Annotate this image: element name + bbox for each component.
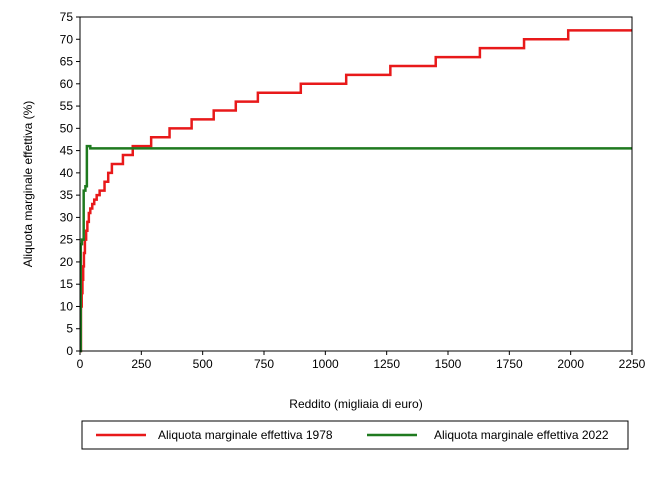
y-tick-label: 55 [60,99,74,113]
series-line-1978 [79,29,632,353]
y-tick-label: 45 [60,144,74,158]
x-tick-label: 1000 [312,357,339,371]
y-tick-label: 60 [60,77,74,91]
x-tick-label: 1750 [496,357,523,371]
x-axis-title: Reddito (migliaia di euro) [289,397,422,411]
x-tick-label: 500 [193,357,213,371]
y-tick-label: 65 [60,55,74,69]
y-tick-label: 50 [60,121,74,135]
y-tick-label: 70 [60,32,74,46]
y-tick-label: 5 [66,322,73,336]
series-line-2022 [79,144,632,353]
x-tick-label: 1250 [373,357,400,371]
x-tick-label: 2250 [619,357,646,371]
x-tick-label: 1500 [435,357,462,371]
y-tick-label: 15 [60,277,74,291]
legend-box [81,420,629,450]
x-tick-label: 750 [254,357,274,371]
plot-frame [79,16,633,352]
legend-label-1978: Aliquota marginale effettiva 1978 [158,428,333,442]
x-tick-label: 0 [77,357,84,371]
y-tick-label: 75 [60,10,74,24]
x-tick-label: 250 [131,357,151,371]
y-tick-label: 20 [60,255,74,269]
legend-label-2022: Aliquota marginale effettiva 2022 [434,428,609,442]
y-tick-label: 30 [60,210,74,224]
y-tick-label: 25 [60,233,74,247]
y-tick-label: 35 [60,188,74,202]
y-tick-label: 10 [60,299,74,313]
y-tick-label: 40 [60,166,74,180]
y-axis-title: Aliquota marginale effettiva (%) [21,101,35,268]
x-tick-label: 2000 [557,357,584,371]
y-tick-label: 0 [66,344,73,358]
legend: Aliquota marginale effettiva 1978 Aliquo… [81,420,629,450]
